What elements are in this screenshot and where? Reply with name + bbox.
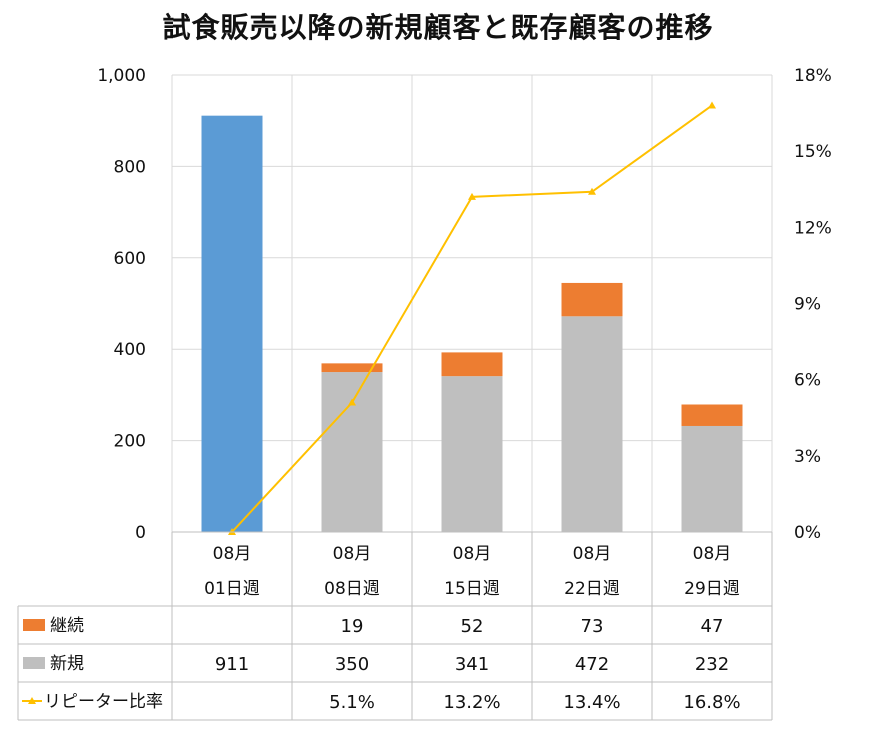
y-right-tick-label: 15%: [794, 142, 832, 162]
y-left-tick-label: 200: [114, 432, 146, 452]
bars: [201, 115, 743, 532]
y-left-tick-label: 400: [114, 340, 146, 360]
bar-continue-4: [561, 282, 623, 317]
y-left-tick-label: 800: [114, 157, 146, 177]
y-right-tick-label: 0%: [794, 523, 821, 543]
y-right-tick-label: 12%: [794, 218, 832, 238]
category-label-month: 08月: [693, 544, 732, 564]
ratio-point-5: [708, 101, 716, 109]
bar-new-1: [201, 115, 263, 532]
gridlines: [171, 74, 773, 532]
table-cell-value: 19: [341, 616, 364, 637]
legend-label-continue: 継続: [50, 616, 84, 636]
table-cell-value: 52: [461, 616, 484, 637]
category-label-month: 08月: [333, 544, 372, 564]
bar-continue-2: [321, 363, 383, 373]
category-label-week: 08日週: [324, 579, 380, 599]
legend-label-ratio: リピーター比率: [44, 692, 163, 712]
category-label-week: 15日週: [444, 579, 500, 599]
bar-new-3: [441, 376, 503, 532]
category-label-week: 01日週: [204, 579, 260, 599]
ratio-point-3: [468, 192, 476, 200]
table-cell-value: 16.8%: [683, 692, 740, 713]
table-cell-value: 350: [335, 654, 369, 675]
ratio-point-2: [348, 398, 356, 406]
bar-new-2: [321, 372, 383, 532]
table-cell-value: 5.1%: [329, 692, 375, 713]
category-label-week: 29日週: [684, 579, 740, 599]
y-left-tick-label: 1,000: [97, 66, 146, 86]
y-right-tick-label: 18%: [794, 66, 832, 86]
category-label-month: 08月: [573, 544, 612, 564]
bar-new-4: [561, 316, 623, 532]
bar-continue-5: [681, 404, 743, 426]
y-left-tick-label: 600: [114, 249, 146, 269]
y-left-tick-label: 0: [135, 523, 146, 543]
legend-key-marker: [28, 697, 36, 704]
category-label-week: 22日週: [564, 579, 620, 599]
bar-new-5: [681, 425, 743, 532]
ratio-point-4: [588, 187, 596, 195]
y-right-tick-label: 6%: [794, 371, 821, 391]
y-axis-right: 0% 3% 6% 9% 12% 15% 18%: [794, 66, 832, 543]
y-axis-left: 0 200 400 600 800 1,000: [97, 66, 146, 543]
category-label-month: 08月: [453, 544, 492, 564]
chart-title: 試食販売以降の新規顧客と既存顧客の推移: [162, 11, 714, 44]
y-right-tick-label: 3%: [794, 447, 821, 467]
bar-continue-3: [441, 352, 503, 377]
table-cell-value: 911: [215, 654, 249, 675]
table-cell-value: 13.2%: [443, 692, 500, 713]
legend-key-swatch: [23, 657, 45, 669]
table-cell-value: 232: [695, 654, 729, 675]
table-cell-value: 47: [701, 616, 724, 637]
table-cell-value: 13.4%: [563, 692, 620, 713]
table-cell-value: 341: [455, 654, 489, 675]
table-cell-value: 73: [581, 616, 604, 637]
y-right-tick-label: 9%: [794, 295, 821, 315]
legend-key-swatch: [23, 619, 45, 631]
legend-label-new: 新規: [50, 654, 84, 674]
category-label-month: 08月: [213, 544, 252, 564]
table-cell-value: 472: [575, 654, 609, 675]
